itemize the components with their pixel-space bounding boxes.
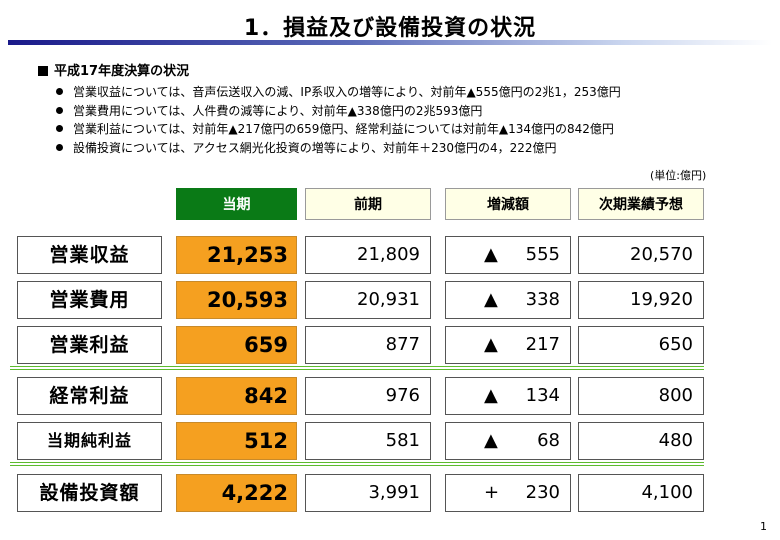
square-bullet-icon — [38, 66, 48, 76]
forecast-value: 480 — [578, 422, 704, 460]
summary-bullet-list: 営業収益については、音声伝送収入の減、IP系収入の増等により、対前年▲555億円… — [56, 83, 621, 157]
change-sign: ▲ — [484, 244, 498, 265]
row-label: 営業利益 — [17, 326, 162, 364]
section-separator — [10, 462, 704, 466]
current-value: 659 — [176, 326, 297, 364]
forecast-value: 19,920 — [578, 281, 704, 319]
header-previous-period: 前期 — [305, 188, 431, 220]
change-value: 338 — [525, 289, 560, 310]
bullet-dot-icon — [56, 88, 63, 95]
change-value: 555 — [525, 244, 560, 265]
page-title: 1．損益及び設備投資の状況 — [243, 16, 537, 41]
forecast-value: 650 — [578, 326, 704, 364]
previous-value: 21,809 — [305, 236, 431, 274]
change-cell: ▲ 338 — [445, 281, 571, 319]
row-label: 営業費用 — [17, 281, 162, 319]
row-label: 経常利益 — [17, 377, 162, 415]
change-cell: ▲ 555 — [445, 236, 571, 274]
change-cell: +230 — [445, 474, 571, 512]
current-value: 4,222 — [176, 474, 297, 512]
change-cell: ▲ 68 — [445, 422, 571, 460]
row-label: 設備投資額 — [17, 474, 162, 512]
bullet-item: 設備投資については、アクセス網光化投資の増等により、対前年＋230億円の4，22… — [56, 139, 621, 158]
change-value: 230 — [525, 482, 560, 503]
previous-value: 976 — [305, 377, 431, 415]
bullet-dot-icon — [56, 106, 63, 114]
bullet-text: 設備投資については、アクセス網光化投資の増等により、対前年＋230億円の4，22… — [73, 140, 557, 155]
previous-value: 877 — [305, 326, 431, 364]
row-label: 営業収益 — [17, 236, 162, 274]
change-sign: ▲ — [484, 334, 498, 355]
section-heading-text: 平成17年度決算の状況 — [54, 64, 190, 79]
header-change: 増減額 — [445, 188, 571, 220]
previous-value: 20,931 — [305, 281, 431, 319]
current-value: 21,253 — [176, 236, 297, 274]
forecast-value: 800 — [578, 377, 704, 415]
bullet-text: 営業利益については、対前年▲217億円の659億円、経常利益については対前年▲1… — [73, 122, 614, 136]
current-value: 512 — [176, 422, 297, 460]
bullet-item: 営業収益については、音声伝送収入の減、IP系収入の増等により、対前年▲555億円… — [56, 83, 621, 102]
row-label: 当期純利益 — [17, 422, 162, 460]
bullet-dot-icon — [56, 125, 63, 132]
current-value: 842 — [176, 377, 297, 415]
section-separator — [10, 366, 704, 370]
forecast-value: 20,570 — [578, 236, 704, 274]
change-value: 134 — [525, 385, 560, 406]
change-cell: ▲ 217 — [445, 326, 571, 364]
header-current-period: 当期 — [176, 188, 297, 220]
current-value: 20,593 — [176, 281, 297, 319]
change-sign: ▲ — [484, 289, 498, 310]
bullet-item: 営業費用については、人件費の減等により、対前年▲338億円の2兆593億円 — [56, 102, 621, 121]
page-number: 1 — [760, 520, 767, 533]
change-sign: ▲ — [484, 430, 498, 451]
bullet-text: 営業費用については、人件費の減等により、対前年▲338億円の2兆593億円 — [73, 103, 483, 118]
unit-note: (単位:億円) — [650, 169, 707, 182]
bullet-text: 営業収益については、音声伝送収入の減、IP系収入の増等により、対前年▲555億円… — [73, 85, 621, 99]
change-value: 68 — [537, 430, 560, 451]
section-heading: 平成17年度決算の状況 — [38, 60, 189, 79]
previous-value: 3,991 — [305, 474, 431, 512]
forecast-value: 4,100 — [578, 474, 704, 512]
change-value: 217 — [525, 334, 560, 355]
change-sign: + — [484, 482, 500, 503]
change-sign: ▲ — [484, 385, 498, 406]
previous-value: 581 — [305, 422, 431, 460]
header-forecast: 次期業績予想 — [578, 188, 704, 220]
bullet-dot-icon — [56, 143, 63, 151]
bullet-item: 営業利益については、対前年▲217億円の659億円、経常利益については対前年▲1… — [56, 120, 621, 139]
change-cell: ▲ 134 — [445, 377, 571, 415]
title-underline-bar — [8, 40, 772, 45]
